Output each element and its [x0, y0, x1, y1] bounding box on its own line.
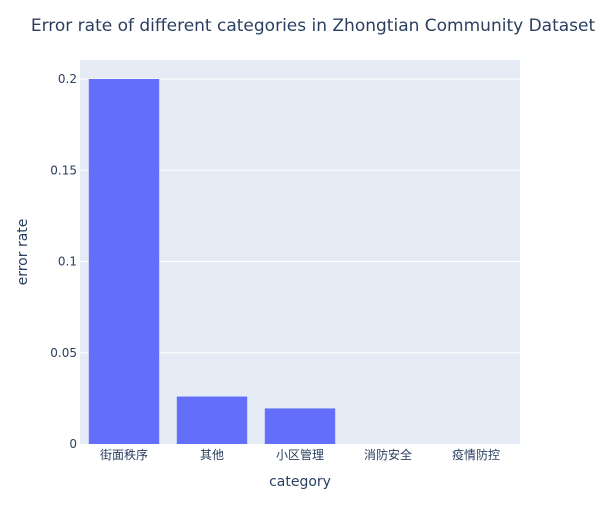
x-tick-label: 消防安全: [364, 447, 412, 462]
y-axis-title: error rate: [15, 219, 31, 286]
bar[interactable]: [176, 396, 248, 444]
x-tick-label: 其他: [200, 448, 224, 462]
x-axis-title: category: [269, 474, 331, 490]
x-tick-label: 疫情防控: [452, 447, 500, 462]
y-tick-label: 0.15: [50, 163, 77, 177]
y-tick-label: 0.05: [50, 346, 77, 360]
chart-title: Error rate of different categories in Zh…: [31, 16, 596, 36]
y-tick-label: 0.2: [58, 72, 77, 86]
y-tick-label: 0: [69, 437, 77, 451]
x-tick-label: 小区管理: [276, 447, 324, 462]
y-tick-label: 0.1: [58, 255, 77, 269]
y-axis-ticks: 0 0.05 0.1 0.15 0.2: [50, 72, 77, 451]
bar[interactable]: [264, 408, 336, 444]
bars: [88, 79, 336, 444]
x-tick-label: 街面秩序: [100, 447, 148, 462]
x-axis-ticks: 街面秩序 其他 小区管理 消防安全 疫情防控: [100, 447, 500, 462]
bar[interactable]: [88, 79, 160, 444]
